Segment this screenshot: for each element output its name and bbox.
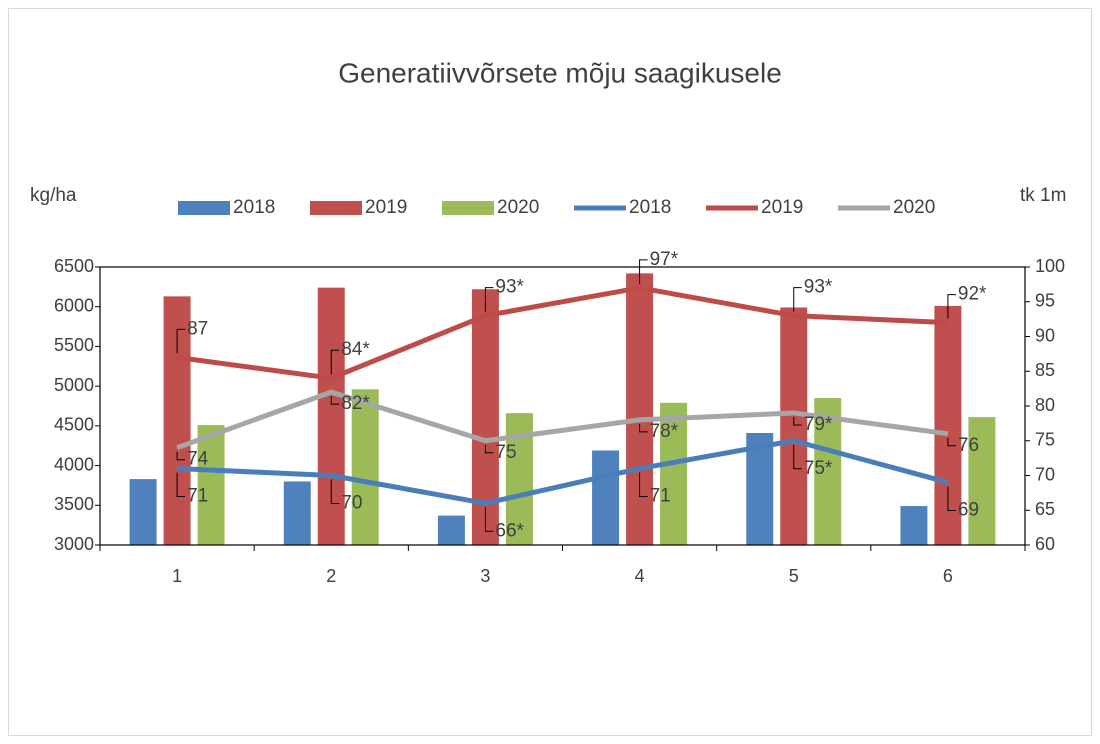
data-label: 82* [341, 393, 370, 414]
legend-label: 2019 [761, 197, 803, 218]
data-label: 93* [495, 277, 524, 298]
x-tick-label: 3 [480, 566, 490, 586]
data-label: 92* [958, 284, 987, 305]
y-axis-label: kg/ha [30, 185, 77, 206]
x-tick-label: 6 [943, 566, 953, 586]
label-leader [793, 287, 802, 312]
label-leader [793, 416, 802, 426]
x-tick-label: 4 [635, 566, 645, 586]
y-tick-label: 3500 [54, 494, 94, 514]
legend-swatch [442, 201, 494, 215]
y2-tick-label: 65 [1035, 499, 1055, 519]
label-leader [330, 349, 340, 375]
line-series [176, 438, 949, 506]
x-tick-label: 5 [789, 566, 799, 586]
label-leader [176, 451, 186, 461]
bar [129, 479, 157, 545]
label-leader [947, 486, 956, 511]
data-label: 69 [958, 499, 979, 520]
y2-tick-label: 100 [1035, 256, 1065, 276]
label-leader [639, 259, 648, 284]
bar [626, 273, 654, 545]
y-tick-label: 3000 [54, 534, 94, 554]
data-label: 76 [958, 435, 979, 456]
label-leader [484, 444, 494, 454]
bar [660, 402, 688, 545]
x-tick-label: 1 [172, 566, 182, 586]
data-label: 97* [650, 249, 679, 270]
legend-label: 2018 [233, 197, 275, 218]
y2-tick-label: 80 [1035, 395, 1055, 415]
data-label: 71 [187, 486, 208, 507]
line-series [176, 389, 949, 451]
y-tick-label: 5000 [54, 375, 94, 395]
data-label: 66* [495, 520, 524, 541]
bar [592, 450, 620, 545]
label-leader [793, 444, 802, 470]
label-leader [330, 396, 340, 405]
y-tick-label: 6500 [54, 256, 94, 276]
bar [351, 389, 379, 545]
legend-label: 2020 [497, 197, 539, 218]
data-label: 74 [187, 449, 209, 470]
data-label: 75* [804, 458, 833, 479]
label-leader [330, 479, 340, 504]
bar [780, 307, 808, 545]
label-leader [639, 423, 648, 433]
label-leader [947, 437, 956, 447]
label-leader [176, 328, 186, 354]
data-label: 71 [650, 486, 671, 507]
y-tick-label: 4500 [54, 415, 94, 435]
legend-label: 2020 [893, 197, 935, 218]
line-series [176, 285, 949, 381]
data-label: 84* [341, 339, 370, 360]
y-tick-label: 4000 [54, 454, 94, 474]
bar [283, 481, 311, 545]
label-leader [639, 472, 648, 498]
y2-tick-label: 95 [1035, 291, 1055, 311]
legend-label: 2019 [365, 197, 407, 218]
label-leader [176, 472, 186, 498]
bar [968, 417, 996, 545]
label-leader [947, 294, 956, 319]
y2-tick-label: 70 [1035, 464, 1055, 484]
legend-swatch [178, 201, 230, 215]
data-label: 78* [650, 421, 679, 442]
y2-tick-label: 75 [1035, 430, 1055, 450]
bar [900, 506, 928, 545]
bar [437, 515, 465, 545]
data-label: 75 [495, 442, 516, 463]
data-label: 79* [804, 414, 833, 435]
legend-swatch [310, 201, 362, 215]
y-tick-label: 6000 [54, 295, 94, 315]
x-tick-label: 2 [326, 566, 336, 586]
y2-tick-label: 85 [1035, 360, 1055, 380]
chart-title: Generatiivvõrsete mõju saagikusele [338, 57, 782, 88]
legend-label: 2018 [629, 197, 671, 218]
label-leader [484, 507, 494, 532]
y2-axis-label: tk 1m [1020, 185, 1066, 206]
bar [814, 398, 842, 545]
bar [746, 433, 774, 545]
bar [471, 289, 499, 545]
label-leader [484, 287, 494, 312]
data-label: 70 [341, 493, 362, 514]
bar [197, 425, 225, 545]
y2-tick-label: 60 [1035, 534, 1055, 554]
y2-tick-label: 90 [1035, 325, 1055, 345]
data-label: 87 [187, 318, 208, 339]
y-tick-label: 5500 [54, 335, 94, 355]
data-label: 93* [804, 277, 833, 298]
